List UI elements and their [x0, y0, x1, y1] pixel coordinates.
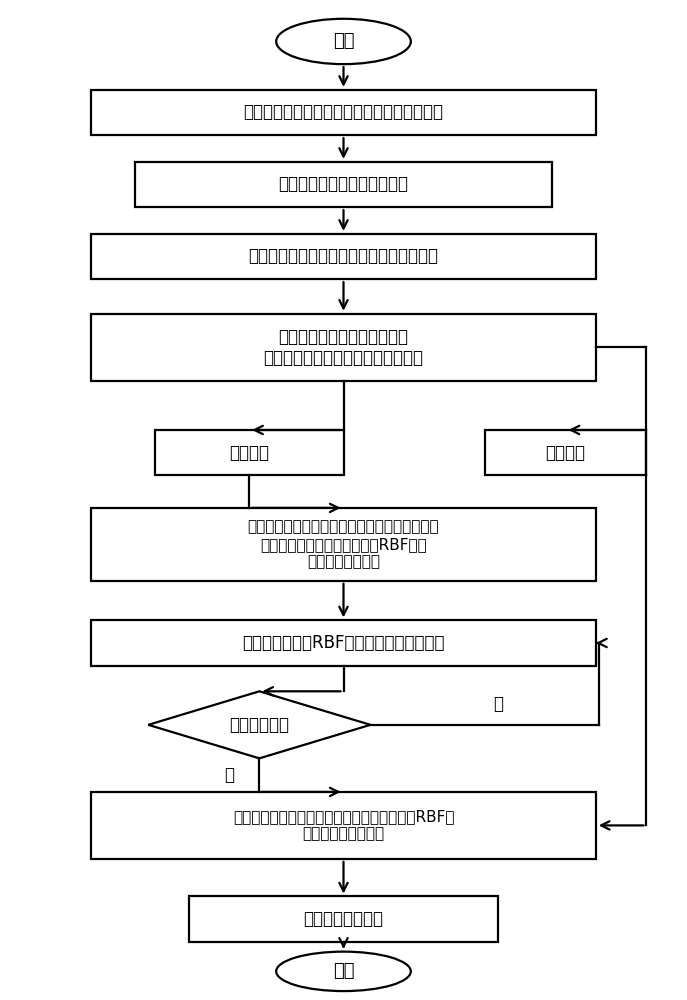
Text: 将振动信号进行原子稀疏分解: 将振动信号进行原子稀疏分解: [278, 175, 409, 193]
Text: 得到训练好的基于原子稀疏分解的高压断路器RBF网
络机械故障诊断模型: 得到训练好的基于原子稀疏分解的高压断路器RBF网 络机械故障诊断模型: [233, 809, 454, 842]
FancyBboxPatch shape: [485, 430, 646, 475]
Text: 结束: 结束: [333, 962, 354, 980]
Text: 否: 否: [493, 695, 504, 713]
FancyBboxPatch shape: [91, 508, 596, 581]
Ellipse shape: [276, 19, 411, 64]
Text: 获取高压断路器不同机械故障类型的振动信号: 获取高压断路器不同机械故障类型的振动信号: [243, 103, 444, 121]
Text: 输出故障诊断结果: 输出故障诊断结果: [304, 910, 383, 928]
FancyBboxPatch shape: [91, 792, 596, 859]
FancyBboxPatch shape: [155, 430, 344, 475]
Text: 训练样本: 训练样本: [229, 444, 269, 462]
FancyBboxPatch shape: [91, 620, 596, 666]
Text: 训练高压断路器RBF网络机械故障诊断模型: 训练高压断路器RBF网络机械故障诊断模型: [243, 634, 444, 652]
Text: 是: 是: [224, 766, 234, 784]
Text: 获得表征不同机械故障类型的衰减模态参数: 获得表征不同机械故障类型的衰减模态参数: [249, 247, 438, 265]
FancyBboxPatch shape: [189, 896, 498, 942]
Ellipse shape: [276, 952, 411, 991]
FancyBboxPatch shape: [91, 314, 596, 381]
FancyBboxPatch shape: [91, 90, 596, 135]
FancyBboxPatch shape: [135, 162, 552, 207]
Text: 将训练样本作为输入，高压断路器的机械故障类
型作为输出，建立高压断路器RBF网络
机械故障诊断模型: 将训练样本作为输入，高压断路器的机械故障类 型作为输出，建立高压断路器RBF网络…: [248, 519, 439, 569]
Text: 测试样本: 测试样本: [545, 444, 585, 462]
Text: 将衰减模态参数数据预处理，
得到不同机械故障类型下的特征向量: 将衰减模态参数数据预处理， 得到不同机械故障类型下的特征向量: [264, 328, 423, 367]
FancyBboxPatch shape: [91, 234, 596, 279]
Polygon shape: [148, 691, 370, 758]
Text: 开始: 开始: [333, 32, 354, 50]
Text: 满足终止条件: 满足终止条件: [229, 716, 289, 734]
